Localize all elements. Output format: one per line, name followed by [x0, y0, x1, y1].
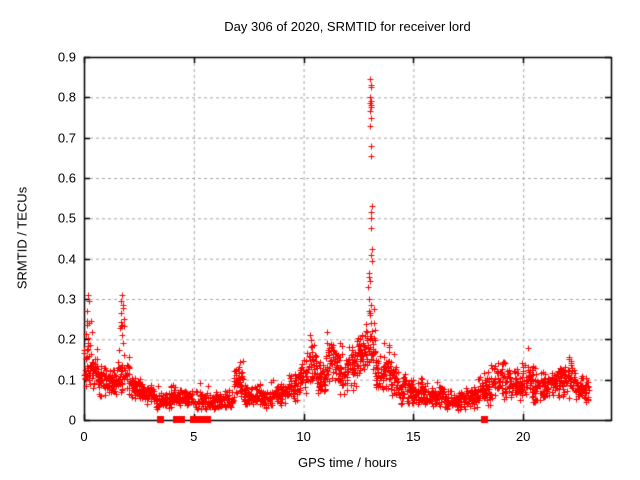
- y-tick-label: 0.3: [57, 291, 76, 307]
- x-tick-label: 0: [80, 429, 88, 444]
- chart-title: Day 306 of 2020, SRMTID for receiver lor…: [224, 19, 471, 34]
- y-tick-label: 0.1: [57, 372, 76, 388]
- y-tick-label: 0.4: [57, 251, 76, 267]
- y-tick-label: 0: [68, 412, 76, 428]
- x-tick-label: 10: [296, 429, 311, 444]
- y-axis-label: SRMTID / TECUs: [14, 186, 30, 290]
- x-tick-label: 15: [406, 429, 421, 444]
- x-tick-label: 5: [190, 429, 198, 444]
- y-tick-label: 0.6: [57, 170, 76, 186]
- y-tick-label: 0.2: [57, 331, 76, 347]
- y-tick-label: 0.5: [57, 210, 76, 226]
- x-tick-label: 20: [515, 429, 531, 444]
- x-axis-label: GPS time / hours: [298, 455, 397, 470]
- y-tick-label: 0.8: [57, 89, 76, 105]
- y-tick-label: 0.9: [57, 49, 76, 65]
- y-tick-label: 0.7: [57, 130, 76, 146]
